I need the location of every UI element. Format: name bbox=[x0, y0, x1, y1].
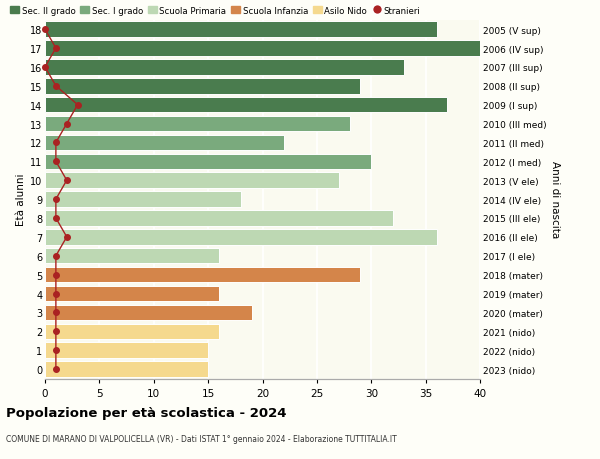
Bar bbox=[45, 135, 284, 151]
Y-axis label: Anni di nascita: Anni di nascita bbox=[550, 161, 560, 238]
Bar bbox=[45, 230, 437, 245]
Point bbox=[51, 271, 61, 279]
Point bbox=[51, 309, 61, 316]
Bar bbox=[45, 305, 251, 320]
Point bbox=[62, 234, 71, 241]
Legend: Sec. II grado, Sec. I grado, Scuola Primaria, Scuola Infanzia, Asilo Nido, Stran: Sec. II grado, Sec. I grado, Scuola Prim… bbox=[10, 6, 420, 16]
Point bbox=[73, 102, 82, 109]
Point bbox=[51, 158, 61, 166]
Point bbox=[51, 196, 61, 203]
Bar bbox=[45, 117, 349, 132]
Bar bbox=[45, 286, 219, 302]
Bar bbox=[45, 41, 480, 56]
Point bbox=[51, 328, 61, 335]
Bar bbox=[45, 154, 371, 170]
Point bbox=[51, 347, 61, 354]
Point bbox=[40, 64, 50, 72]
Text: Popolazione per età scolastica - 2024: Popolazione per età scolastica - 2024 bbox=[6, 406, 287, 419]
Bar bbox=[45, 192, 241, 207]
Bar bbox=[45, 79, 361, 95]
Point bbox=[51, 365, 61, 373]
Bar bbox=[45, 267, 361, 283]
Point bbox=[51, 140, 61, 147]
Bar bbox=[45, 343, 208, 358]
Point bbox=[51, 252, 61, 260]
Bar bbox=[45, 22, 437, 38]
Point bbox=[40, 27, 50, 34]
Text: COMUNE DI MARANO DI VALPOLICELLA (VR) - Dati ISTAT 1° gennaio 2024 - Elaborazion: COMUNE DI MARANO DI VALPOLICELLA (VR) - … bbox=[6, 434, 397, 443]
Point bbox=[62, 121, 71, 128]
Bar bbox=[45, 362, 208, 377]
Bar bbox=[45, 211, 393, 226]
Point bbox=[51, 83, 61, 90]
Bar bbox=[45, 248, 219, 264]
Point bbox=[62, 177, 71, 185]
Y-axis label: Età alunni: Età alunni bbox=[16, 174, 26, 226]
Point bbox=[51, 215, 61, 222]
Bar bbox=[45, 60, 404, 75]
Bar bbox=[45, 173, 338, 189]
Bar bbox=[45, 98, 448, 113]
Point bbox=[51, 290, 61, 297]
Bar bbox=[45, 324, 219, 339]
Point bbox=[51, 45, 61, 53]
